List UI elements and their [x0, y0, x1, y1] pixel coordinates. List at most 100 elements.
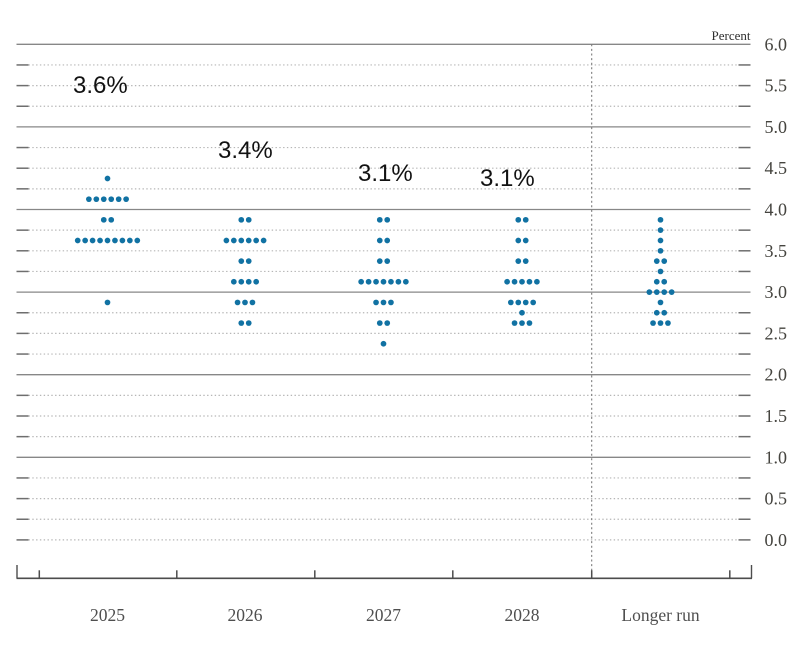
y-axis-tick-label: 1.5: [765, 406, 788, 426]
projection-dot: [384, 237, 391, 244]
projection-dot: [245, 216, 252, 223]
projection-dot: [123, 196, 129, 203]
projection-dot: [260, 237, 267, 244]
dots-column-2027: [358, 216, 409, 347]
projection-dot: [365, 278, 372, 285]
projection-dot: [522, 216, 529, 223]
projection-dot: [653, 309, 660, 316]
y-axis-tick-label: 3.5: [765, 241, 788, 261]
y-axis-labels: 6.0 5.5 5.0 4.5 4.0 3.5 3.0 2.5 2.0 1.5 1.0 0.5 0.0: [765, 34, 788, 550]
projection-dot: [380, 278, 387, 285]
x-axis: [16, 565, 753, 580]
projection-dot: [223, 237, 230, 244]
projection-dot: [661, 258, 668, 264]
projection-dot: [376, 237, 383, 244]
projection-dot: [74, 237, 81, 244]
projection-dot: [380, 299, 387, 306]
gridlines: [16, 43, 751, 541]
projection-dot: [100, 196, 107, 203]
y-axis-tick-label: 1.0: [765, 447, 788, 467]
projection-dot: [657, 216, 664, 223]
projection-dot: [253, 237, 260, 244]
projection-dot: [511, 278, 518, 285]
y-axis-tick-label: 0.0: [765, 530, 788, 550]
projection-dot: [376, 216, 383, 223]
y-axis-tick-label: 4.0: [765, 200, 788, 220]
x-axis-label-2025: 2025: [90, 605, 125, 625]
dots-column-2025: [74, 175, 141, 306]
median-annotation-2026: 3.4%: [218, 137, 273, 164]
percent-unit-label: Percent: [712, 28, 751, 43]
projection-dot: [388, 278, 394, 285]
dots-column-longer-run: [646, 216, 675, 326]
projection-dot: [522, 299, 529, 306]
projection-dot: [82, 237, 88, 244]
projection-dot: [245, 320, 252, 326]
x-axis-label-2027: 2027: [366, 605, 401, 625]
dots-column-2026: [223, 216, 267, 326]
projection-dot: [245, 237, 252, 244]
projection-dot: [519, 320, 525, 326]
projection-dot: [97, 237, 103, 244]
projection-dot: [376, 320, 383, 326]
projection-dot: [115, 196, 122, 203]
projection-dot: [108, 216, 115, 223]
y-axis-tick-label: 0.5: [765, 489, 788, 509]
projection-dot: [526, 278, 533, 285]
projection-dot: [522, 237, 529, 244]
projection-dot: [238, 258, 245, 264]
projection-dot: [384, 320, 391, 326]
x-axis-labels: 2025 2026 2027 2028 Longer run: [90, 605, 700, 625]
y-axis-tick-label: 5.0: [765, 117, 788, 137]
projection-dot: [104, 299, 111, 306]
projection-dot: [519, 278, 525, 285]
projection-dot: [661, 289, 668, 295]
projection-dot: [249, 299, 256, 306]
median-annotation-2028: 3.1%: [480, 165, 535, 192]
y-axis-tick-label: 2.5: [765, 323, 788, 343]
projection-dot: [653, 289, 660, 295]
y-axis-tick-label: 3.0: [765, 282, 788, 302]
projection-dot: [384, 216, 391, 223]
projection-dot: [657, 247, 664, 254]
projection-dot: [238, 237, 245, 244]
projection-dot: [373, 278, 379, 285]
projection-dot: [668, 289, 675, 295]
projection-dot: [104, 175, 111, 182]
projection-dot: [511, 320, 518, 326]
projection-dot: [504, 278, 510, 285]
projection-dot: [403, 278, 409, 285]
projection-dot: [657, 227, 664, 233]
projection-dot: [661, 278, 668, 285]
projection-dot: [653, 258, 660, 264]
projection-dot: [530, 299, 537, 306]
projection-dot: [376, 258, 383, 264]
y-axis-tick-label: 6.0: [765, 34, 788, 54]
projection-dot: [104, 237, 111, 244]
projection-dot: [358, 278, 364, 285]
projection-dot: [657, 268, 664, 275]
projection-dot: [657, 237, 664, 244]
projection-dot: [89, 237, 96, 244]
projection-dot: [134, 237, 141, 244]
projection-dot: [380, 340, 387, 347]
projection-dot: [657, 320, 664, 326]
projection-dot: [245, 278, 252, 285]
projection-dot: [515, 258, 522, 264]
projection-dot: [522, 258, 529, 264]
dots-column-2028: [504, 216, 540, 326]
x-axis-label-longer-run: Longer run: [621, 605, 699, 625]
x-axis-label-2026: 2026: [228, 605, 263, 625]
projection-dot: [234, 299, 241, 306]
median-annotation-2027: 3.1%: [358, 160, 413, 187]
projection-dot: [665, 320, 671, 326]
projection-dot: [93, 196, 100, 203]
projection-dot: [112, 237, 118, 244]
projection-dot: [119, 237, 126, 244]
projection-dot: [108, 196, 115, 203]
y-axis-tick-label: 5.5: [765, 76, 788, 96]
projection-dot: [388, 299, 394, 306]
projection-dot: [395, 278, 402, 285]
y-axis-tick-label: 4.5: [765, 158, 788, 178]
